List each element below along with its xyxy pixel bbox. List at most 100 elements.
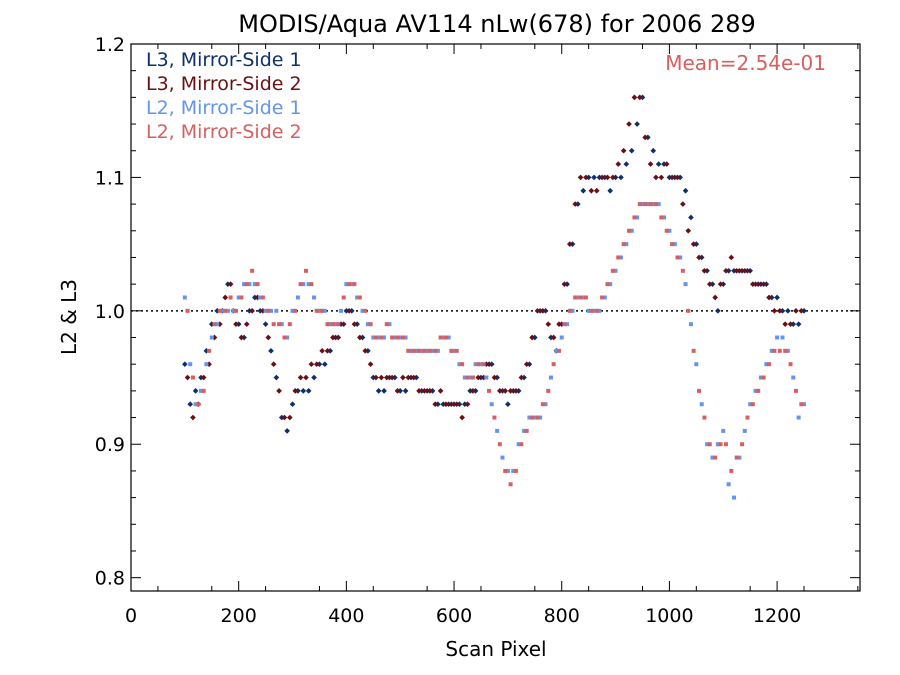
data-point (604, 174, 611, 181)
data-point (341, 295, 346, 300)
data-point (753, 388, 758, 393)
data-point (277, 322, 282, 327)
data-point (656, 202, 661, 207)
data-point (761, 375, 766, 380)
data-point (739, 267, 745, 274)
data-point (225, 308, 230, 313)
data-point (387, 322, 392, 327)
data-point (376, 335, 381, 340)
data-point (383, 374, 390, 381)
data-point (653, 202, 658, 207)
data-point (589, 308, 594, 313)
data-point (578, 295, 583, 300)
data-point (581, 295, 586, 300)
data-point (726, 482, 731, 487)
data-point (678, 255, 683, 260)
data-point (492, 415, 497, 420)
data-point (715, 442, 720, 447)
data-point (715, 308, 721, 314)
data-point (613, 268, 618, 273)
data-point (448, 401, 455, 408)
data-point (314, 308, 319, 313)
data-point (285, 335, 290, 340)
data-point (696, 254, 702, 261)
data-point (414, 348, 419, 353)
data-point (435, 348, 440, 353)
data-point (758, 375, 763, 380)
data-point (347, 282, 352, 287)
data-point (729, 468, 734, 473)
data-point (522, 428, 527, 433)
data-point (535, 415, 540, 420)
data-point (200, 374, 207, 381)
data-point (524, 428, 529, 433)
data-point (421, 388, 428, 394)
series-3 (182, 202, 807, 500)
data-point (228, 295, 233, 300)
data-point (793, 388, 798, 393)
data-point (266, 308, 271, 313)
data-point (454, 348, 459, 353)
data-point (398, 335, 403, 340)
data-point (464, 401, 471, 408)
data-point (400, 374, 406, 381)
data-point (351, 321, 358, 327)
data-point (507, 388, 514, 394)
data-point (249, 308, 255, 314)
data-point (433, 348, 438, 353)
data-point (252, 282, 257, 287)
data-point (750, 402, 755, 407)
data-point (325, 322, 330, 327)
data-point (610, 268, 615, 273)
data-point (312, 295, 317, 300)
data-point (270, 361, 277, 368)
data-point (777, 348, 782, 353)
data-point (713, 455, 718, 460)
data-point (610, 174, 616, 181)
data-point (362, 348, 369, 354)
data-point (680, 201, 686, 207)
data-point (182, 361, 188, 368)
data-point (597, 308, 602, 313)
data-point (227, 281, 234, 287)
data-point (417, 348, 422, 353)
data-point (632, 215, 637, 220)
data-point (268, 348, 274, 354)
data-point (468, 375, 473, 380)
data-point (437, 388, 444, 394)
data-point (190, 375, 195, 380)
data-point (355, 295, 360, 300)
data-point (691, 348, 696, 353)
data-point (802, 402, 807, 407)
data-point (441, 335, 446, 340)
data-point (791, 375, 796, 380)
data-point (306, 282, 311, 287)
data-point (330, 334, 336, 341)
data-point (667, 228, 672, 233)
data-point (360, 308, 365, 313)
data-point (495, 428, 500, 433)
data-point (305, 388, 312, 394)
data-points-layer (182, 94, 807, 500)
data-point (373, 335, 378, 340)
data-point (701, 267, 708, 274)
data-point (607, 187, 614, 194)
data-point (406, 348, 411, 353)
data-point (682, 187, 689, 194)
data-point (263, 308, 268, 313)
data-point (690, 241, 697, 247)
data-point (457, 362, 462, 367)
data-point (309, 282, 314, 287)
data-point (750, 281, 756, 287)
data-point (215, 322, 220, 327)
data-point (193, 402, 198, 407)
data-point (250, 268, 255, 273)
data-point (238, 334, 245, 341)
data-point (721, 428, 726, 433)
data-point (636, 94, 643, 101)
data-point (502, 388, 509, 394)
data-point (545, 321, 552, 327)
x-tick-label: 1000 (645, 605, 693, 627)
data-point (651, 202, 656, 207)
data-point (209, 335, 214, 340)
